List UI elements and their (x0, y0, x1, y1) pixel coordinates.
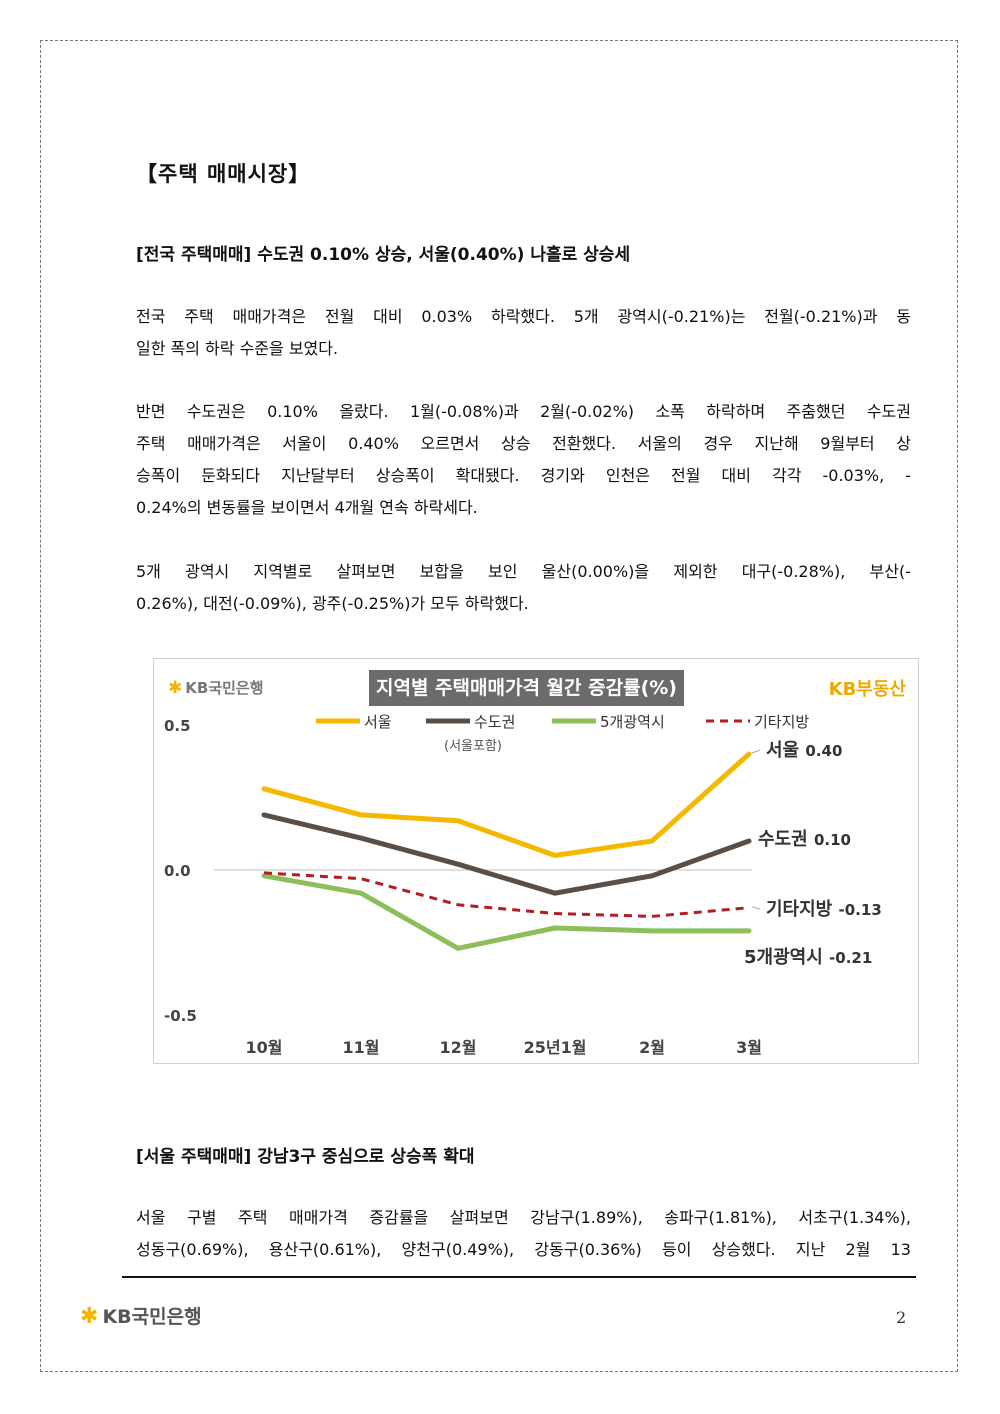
y-tick-label: -0.5 (164, 1007, 197, 1025)
end-label-5개광역시: 5개광역시 -0.21 (744, 947, 872, 968)
x-tick-label: 3월 (736, 1038, 762, 1057)
legend-note: (서울포함) (444, 739, 502, 754)
legend-label: 기타지방 (754, 713, 809, 731)
footer-divider (122, 1276, 916, 1278)
text-line: 승폭이 둔화되다 지난달부터 상승폭이 확대됐다. 경기와 인천은 전월 대비 … (136, 466, 911, 485)
x-tick-label: 10월 (246, 1038, 283, 1057)
page-number: 2 (896, 1308, 907, 1327)
end-label-기타지방: 기타지방 -0.13 (766, 899, 882, 920)
paragraph-seoul-districts: 서울 구별 주택 매매가격 증감률을 살펴보면 강남구(1.89%), 송파구(… (136, 1202, 911, 1266)
y-tick-label: 0.5 (164, 717, 191, 735)
kb-star-icon: ✱ (80, 1304, 99, 1329)
series-line-기타지방 (263, 871, 750, 918)
price-change-chart: 0.5 0.0 -0.5 10월 11월 12월 25년1월 2월 3월 서울 수도권 5개광역시 기타… (153, 658, 919, 1064)
end-label-수도권: 수도권 0.10 (758, 829, 851, 850)
kb-star-icon: ✱ (168, 678, 183, 698)
text-line: 0.26%), 대전(-0.09%), 광주(-0.25%)가 모두 하락했다. (136, 594, 529, 613)
x-tick-label: 11월 (343, 1038, 380, 1057)
chart-kb-realty-logo: KB부동산 (828, 679, 906, 700)
end-label-leader (751, 906, 761, 910)
series-line-수도권 (261, 812, 752, 896)
text-line: 5개 광역시 지역별로 살펴보면 보합을 보인 울산(0.00%)을 제외한 대… (136, 562, 911, 581)
text-line: 서울 구별 주택 매매가격 증감률을 살펴보면 강남구(1.89%), 송파구(… (136, 1208, 911, 1227)
legend-label: 5개광역시 (600, 713, 665, 731)
heading-seoul-sales: [서울 주택매매] 강남3구 중심으로 상승폭 확대 (136, 1147, 475, 1167)
page-border (40, 40, 958, 1372)
paragraph-national: 전국 주택 매매가격은 전월 대비 0.03% 하락했다. 5개 광역시(-0.… (136, 301, 911, 365)
x-tick-label: 25년1월 (524, 1038, 587, 1057)
text-line: 주택 매매가격은 서울이 0.40% 오르면서 상승 전환했다. 서울의 경우 … (136, 434, 911, 453)
text-line: 반면 수도권은 0.10% 올랐다. 1월(-0.08%)과 2월(-0.02%… (136, 402, 911, 421)
legend-label: 수도권 (474, 713, 515, 731)
heading-national-sales: [전국 주택매매] 수도권 0.10% 상승, 서울(0.40%) 나홀로 상승… (136, 245, 631, 265)
y-tick-label: 0.0 (164, 862, 191, 880)
text-line: 전국 주택 매매가격은 전월 대비 0.03% 하락했다. 5개 광역시(-0.… (136, 307, 911, 326)
end-label-leader (751, 749, 761, 754)
series-line-서울 (261, 751, 752, 858)
chart-kb-logo: ✱ KB국민은행 (168, 678, 264, 698)
paragraph-metro-cities: 5개 광역시 지역별로 살펴보면 보합을 보인 울산(0.00%)을 제외한 대… (136, 556, 911, 620)
legend-label: 서울 (364, 713, 392, 731)
text-line: 일한 폭의 하락 수준을 보였다. (136, 339, 339, 358)
series-line-5개광역시 (261, 873, 752, 951)
x-tick-label: 12월 (440, 1038, 477, 1057)
end-label-서울: 서울 0.40 (766, 740, 842, 761)
x-tick-label: 2월 (639, 1038, 665, 1057)
chart-title: 지역별 주택매매가격 월간 증감률(%) (369, 670, 684, 706)
section-title: 【주택 매매시장】 (136, 162, 311, 186)
text-line: 0.24%의 변동률을 보이면서 4개월 연속 하락세다. (136, 498, 478, 517)
paragraph-capital-area: 반면 수도권은 0.10% 올랐다. 1월(-0.08%)과 2월(-0.02%… (136, 396, 911, 524)
text-line: 성동구(0.69%), 용산구(0.61%), 양천구(0.49%), 강동구(… (136, 1240, 911, 1259)
footer-kb-logo: ✱ KB국민은행 (80, 1304, 202, 1329)
